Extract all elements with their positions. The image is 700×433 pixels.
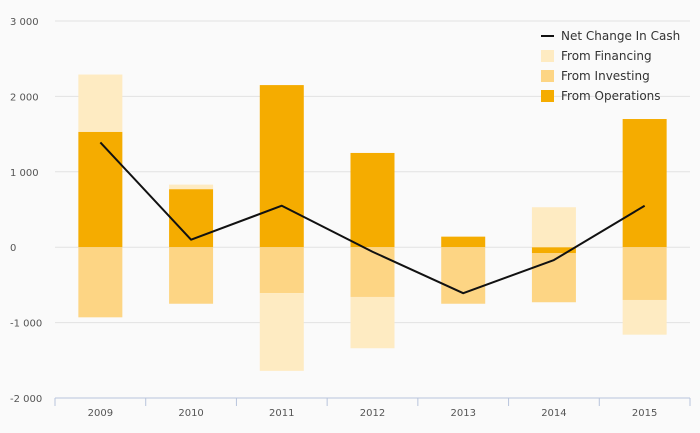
net-change-line: [99, 141, 646, 295]
bar-from-financing-2015: [622, 299, 667, 335]
y-tick-label: 2 000: [10, 92, 39, 103]
bar-from-investing-2015: [622, 247, 667, 300]
net-change-polyline: [99, 141, 646, 295]
legend-swatch-from-operations: [541, 90, 554, 102]
bar-from-financing-2014: [531, 207, 576, 248]
bar-from-operations-2011: [259, 85, 304, 248]
x-tick-label: 2012: [360, 408, 385, 419]
x-tick-label: 2009: [88, 408, 113, 419]
legend-label: From Operations: [561, 89, 661, 103]
bar-from-investing-2010: [169, 247, 214, 304]
legend-label: Net Change In Cash: [561, 29, 680, 43]
legend-swatch-from-financing: [541, 50, 554, 62]
y-tick-label: 3 000: [10, 17, 39, 28]
x-axis: 2009 2010 2011 2012 2013 2014 2015: [54, 397, 691, 419]
x-tick-label: 2014: [541, 408, 566, 419]
y-tick-label: -2 000: [10, 394, 42, 405]
bar-from-financing-2010: [169, 184, 214, 190]
x-tick-label: 2015: [632, 408, 657, 419]
bar-from-operations-2015: [622, 119, 667, 248]
y-tick-label: 0: [10, 243, 16, 254]
x-tick-label: 2010: [178, 408, 203, 419]
bar-from-investing-2011: [259, 247, 304, 294]
bar-from-investing-2012: [350, 247, 395, 297]
legend-swatch-from-investing: [541, 70, 554, 82]
bar-from-financing-2011: [259, 293, 304, 371]
bar-from-operations-2010: [169, 189, 214, 248]
y-axis-ticks: -2 000 -1 000 0 1 000 2 000 3 000: [10, 17, 42, 405]
legend-label: From Investing: [561, 69, 650, 83]
bar-from-financing-2012: [350, 296, 395, 349]
bar-from-investing-2009: [78, 247, 123, 318]
bar-from-operations-2013: [441, 236, 486, 248]
bar-from-investing-2013: [441, 247, 486, 304]
x-tick-label: 2013: [450, 408, 475, 419]
legend: Net Change In Cash From Financing From Inv…: [541, 29, 680, 103]
bar-from-operations-2014: [531, 247, 576, 254]
bar-from-operations-2009: [78, 131, 123, 248]
legend-label: From Financing: [561, 49, 652, 63]
bar-from-investing-2014: [531, 253, 576, 303]
bars: [78, 74, 667, 371]
x-tick-label: 2011: [269, 408, 294, 419]
bar-from-financing-2009: [78, 74, 123, 132]
bar-from-operations-2012: [350, 152, 395, 248]
y-tick-label: 1 000: [10, 168, 39, 179]
y-tick-label: -1 000: [10, 319, 42, 330]
